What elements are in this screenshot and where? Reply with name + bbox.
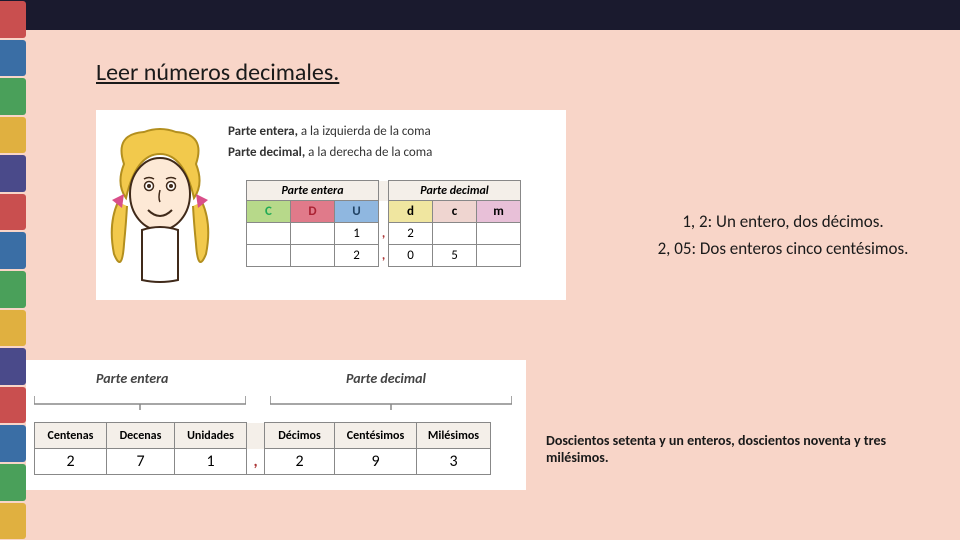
col-header: d	[389, 201, 433, 223]
bracket-label-decimal: Parte decimal	[346, 370, 426, 387]
slide: Leer números decimales. Parte entera, a …	[0, 0, 960, 540]
book-spine	[0, 503, 26, 540]
big-col-header: Décimos	[265, 423, 335, 449]
book-spine	[0, 232, 26, 269]
book-spine	[0, 348, 26, 385]
big-table-headers: CentenasDecenasUnidades DécimosCentésimos…	[35, 423, 491, 449]
big-table-cell: 2	[35, 449, 107, 475]
table-cell	[291, 223, 335, 245]
book-spine	[0, 387, 26, 424]
table-cell	[247, 245, 291, 267]
figure-parte-entera-decimal: Parte entera, a la izquierda de la coma …	[96, 110, 566, 300]
table-cell	[291, 245, 335, 267]
col-header: m	[477, 201, 521, 223]
book-spine	[0, 1, 26, 38]
books-edge	[0, 0, 26, 540]
page-title: Leer números decimales.	[96, 58, 339, 87]
big-col-header: Centenas	[35, 423, 107, 449]
table-cell: 5	[433, 245, 477, 267]
table-cell: 1	[335, 223, 379, 245]
book-spine	[0, 194, 26, 231]
big-col-header: Milésimos	[417, 423, 491, 449]
big-table-cell: 9	[335, 449, 417, 475]
table-cell	[433, 223, 477, 245]
girl-illustration	[104, 124, 216, 284]
book-spine	[0, 155, 26, 192]
group-header-entera: Parte entera	[247, 181, 379, 201]
small-place-value-table: Parte entera Parte decimal CDUdcm 1,2 2,…	[246, 180, 521, 267]
table-cell	[247, 223, 291, 245]
group-header-decimal: Parte decimal	[389, 181, 521, 201]
book-spine	[0, 464, 26, 501]
big-col-header: Decenas	[107, 423, 175, 449]
book-spine	[0, 117, 26, 154]
col-header: c	[433, 201, 477, 223]
book-spine	[0, 310, 26, 347]
big-col-header: Unidades	[175, 423, 247, 449]
parte-description: Parte entera, a la izquierda de la coma …	[228, 122, 432, 164]
big-col-header: Centésimos	[335, 423, 417, 449]
bracket-label-entera: Parte entera	[96, 370, 168, 387]
bracket-labels: Parte entera Parte decimal	[26, 370, 526, 412]
big-table-cell: 1	[175, 449, 247, 475]
book-spine	[0, 271, 26, 308]
book-spine	[0, 40, 26, 77]
big-table-cell: 3	[417, 449, 491, 475]
col-header: U	[335, 201, 379, 223]
big-table-cell: 7	[107, 449, 175, 475]
table-cell	[477, 245, 521, 267]
bottom-reading-text: Doscientos setenta y un enteros, doscien…	[546, 432, 946, 466]
book-spine	[0, 78, 26, 115]
book-spine	[0, 425, 26, 462]
top-strip	[0, 0, 960, 30]
table-cell: 2	[335, 245, 379, 267]
big-place-value-table: CentenasDecenasUnidades DécimosCentésimos…	[34, 422, 491, 475]
table-cell	[477, 223, 521, 245]
side-examples: 1, 2: Un entero, dos décimos. 2, 05: Dos…	[618, 208, 948, 262]
small-table-row-1: 2,05	[247, 245, 521, 267]
bracket-left-icon	[34, 396, 246, 412]
big-table-cell: 2	[265, 449, 335, 475]
bracket-right-icon	[270, 396, 512, 412]
figure-big-table: Parte entera Parte decimal CentenasDecen…	[26, 360, 526, 490]
table-cell: 2	[389, 223, 433, 245]
table-cell: 0	[389, 245, 433, 267]
col-header: C	[247, 201, 291, 223]
col-header: D	[291, 201, 335, 223]
small-table-row-0: 1,2	[247, 223, 521, 245]
small-table-col-headers: CDUdcm	[247, 201, 521, 223]
big-table-row: 271,293	[35, 449, 491, 475]
